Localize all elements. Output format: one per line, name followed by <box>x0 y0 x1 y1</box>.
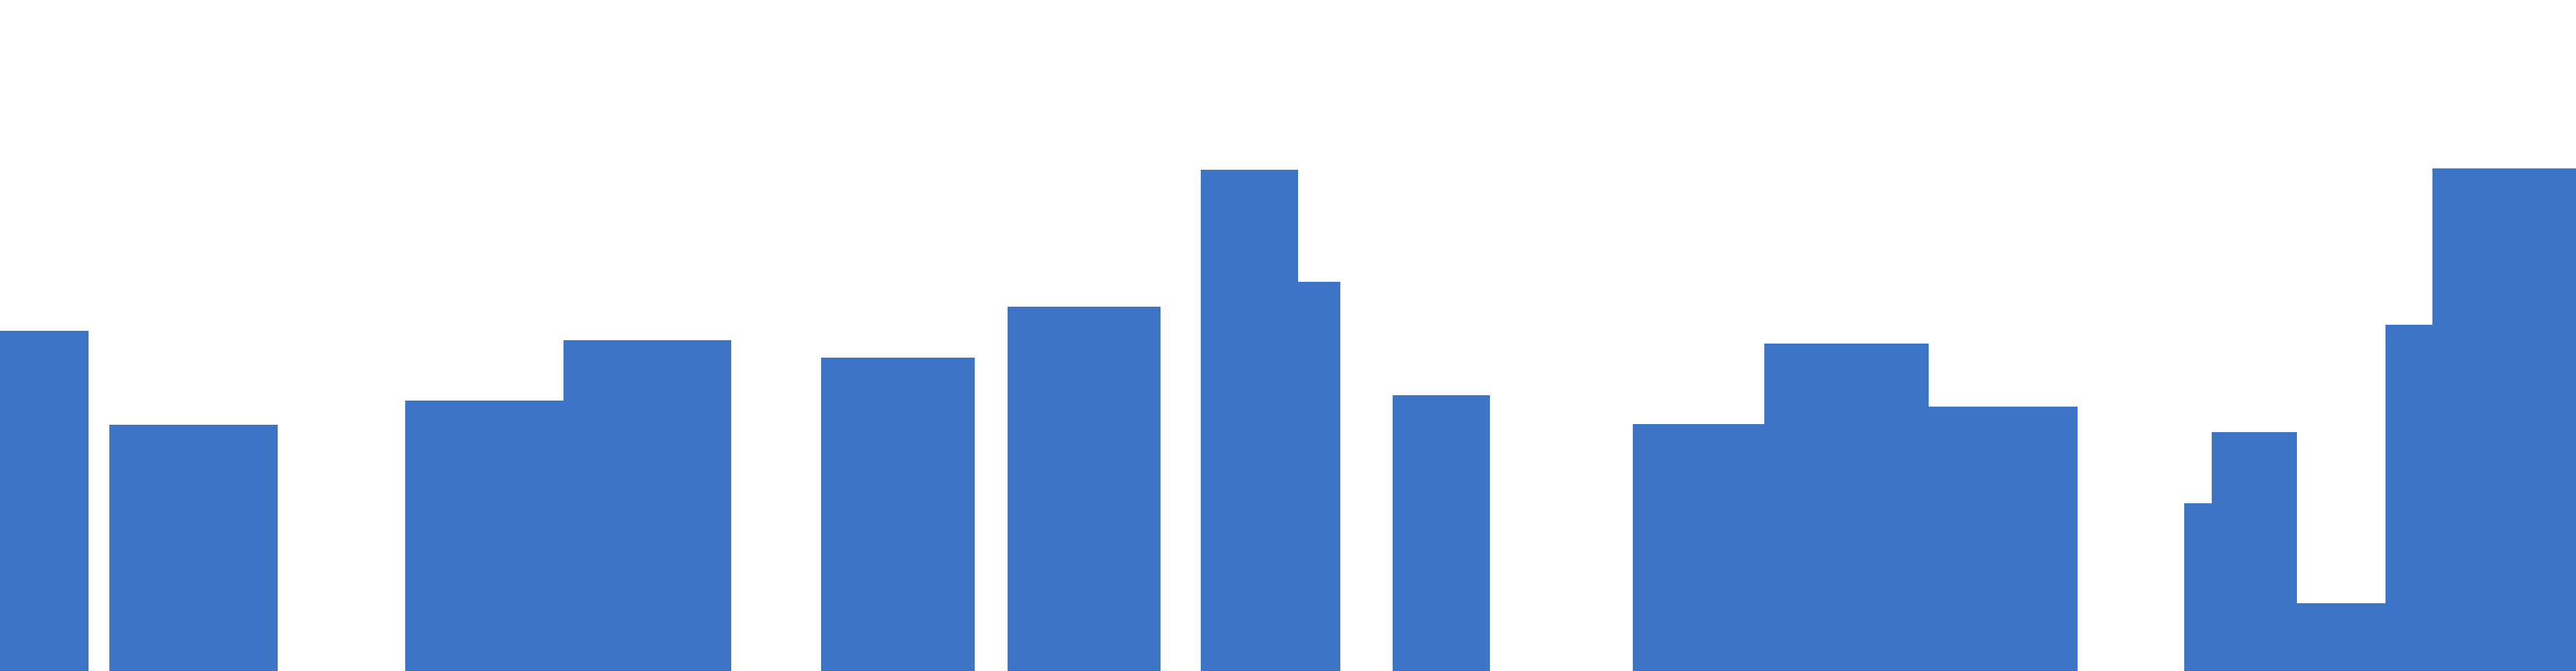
bar-10 <box>1633 424 1764 671</box>
bar-series <box>0 168 2576 671</box>
bar-4 <box>564 340 731 671</box>
bar-11 <box>1764 344 1929 671</box>
bar-8 <box>1298 282 1340 671</box>
bar-7 <box>1201 170 1298 671</box>
bar-16 <box>2385 325 2432 671</box>
bar-12 <box>1929 407 2078 671</box>
bar-3 <box>405 401 564 671</box>
bar-9 <box>1393 395 1490 671</box>
bar-2 <box>109 425 278 671</box>
bar-15 <box>2297 603 2385 671</box>
bar-5 <box>821 358 975 671</box>
bar-1 <box>0 331 89 671</box>
bar-14 <box>2212 432 2297 671</box>
bar-17 <box>2432 168 2576 671</box>
bar-6 <box>1008 307 1161 671</box>
bar-13 <box>2184 503 2212 671</box>
